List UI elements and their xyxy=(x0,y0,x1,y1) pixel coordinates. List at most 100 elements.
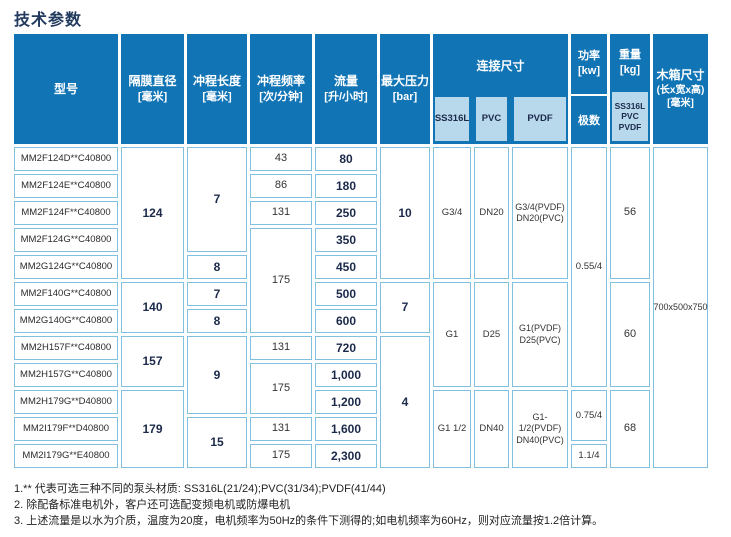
header-max-pressure: 最大压力 [bar] xyxy=(380,34,430,144)
cell-freq-2: 86 xyxy=(250,174,312,198)
header-flow-line1: 流量 xyxy=(333,74,358,89)
cell-flow-6: 500 xyxy=(315,282,377,306)
header-diaphragm-line1: 隔膜直径 xyxy=(128,74,177,89)
header-conn-ss316l: SS316L xyxy=(435,97,469,141)
header-pressure-line1: 最大压力 xyxy=(380,74,429,89)
cell-pvdf-1: G3/4(PVDF) DN20(PVC) xyxy=(512,147,568,279)
header-weight-pvdf: PVDF xyxy=(618,121,642,132)
cell-stroke-4: 8 xyxy=(187,309,247,333)
footnote-3: 3. 上述流量是以水为介质，温度为20度，电机频率为50Hz的条件下测得的;如电… xyxy=(14,515,604,527)
header-box-size: 木箱尺寸 (长x宽x高) [毫米] xyxy=(653,34,708,144)
header-weight-line2: [kg] xyxy=(619,64,641,76)
cell-pvdf-3-line2: DN40(PVC) xyxy=(516,434,564,445)
cell-flow-9: 1,000 xyxy=(315,363,377,387)
header-pressure-line2: [bar] xyxy=(392,90,418,103)
cell-pvdf-1-line1: G3/4(PVDF) xyxy=(515,201,565,212)
header-weight: 重量 [kg] SS316L PVC PVDF xyxy=(610,34,650,144)
spec-table: 型号 隔膜直径 [毫米] 冲程长度 [毫米] 冲程频率 [次/分钟] 流量 [升… xyxy=(14,34,711,468)
header-flow: 流量 [升/小时] xyxy=(315,34,377,144)
header-weight-ss316l: SS316L xyxy=(614,100,646,111)
cell-freq-8: 175 xyxy=(250,444,312,468)
cell-pressure-7: 7 xyxy=(380,282,430,333)
header-power-line1: 功率 xyxy=(578,50,600,63)
header-frequency-line1: 冲程频率 xyxy=(256,74,305,89)
cell-model-5: MM2G124G**C40800 xyxy=(14,255,118,279)
cell-weight-68: 68 xyxy=(610,390,650,468)
header-diaphragm-line2: [毫米] xyxy=(137,90,168,103)
cell-pressure-10: 10 xyxy=(380,147,430,279)
cell-stroke-2: 8 xyxy=(187,255,247,279)
cell-stroke-5: 9 xyxy=(187,336,247,414)
cell-stroke-6: 15 xyxy=(187,417,247,468)
cell-flow-3: 250 xyxy=(315,201,377,225)
header-connection-label: 连接尺寸 xyxy=(476,59,525,73)
header-weight-pvc: PVC xyxy=(621,111,639,122)
header-connection-materials: SS316L PVC PVDF xyxy=(433,97,568,144)
cell-pvdf-2-line2: D25(PVC) xyxy=(519,334,561,345)
cell-flow-12: 2,300 xyxy=(315,444,377,468)
cell-model-9: MM2H157G**C40800 xyxy=(14,363,118,387)
cell-model-10: MM2H179G**D40800 xyxy=(14,390,118,414)
header-power-line2: [kw] xyxy=(578,65,600,77)
cell-flow-1: 80 xyxy=(315,147,377,171)
cell-model-12: MM2I179G**E40800 xyxy=(14,444,118,468)
cell-ss316l-3: G1 1/2 xyxy=(433,390,471,468)
header-conn-pvdf: PVDF xyxy=(514,97,566,141)
cell-flow-7: 600 xyxy=(315,309,377,333)
header-power: 功率 [kw] 极数 xyxy=(571,34,607,144)
cell-model-7: MM2G140G**C40800 xyxy=(14,309,118,333)
header-weight-materials: SS316L PVC PVDF xyxy=(612,92,648,141)
header-stroke-frequency: 冲程频率 [次/分钟] xyxy=(250,34,312,144)
cell-ss316l-2: G1 xyxy=(433,282,471,387)
cell-ss316l-1: G3/4 xyxy=(433,147,471,279)
header-stroke-length: 冲程长度 [毫米] xyxy=(187,34,247,144)
header-poles-label: 极数 xyxy=(578,115,600,127)
header-stroke-line2: [毫米] xyxy=(202,90,232,103)
cell-pvc-3: DN40 xyxy=(474,390,509,468)
header-weight-line1: 重量 xyxy=(619,49,641,62)
cell-freq-1: 43 xyxy=(250,147,312,171)
cell-pvdf-2-line1: G1(PVDF) xyxy=(518,323,561,334)
cell-stroke-1: 7 xyxy=(187,147,247,252)
cell-flow-8: 720 xyxy=(315,336,377,360)
header-frequency-line2: [次/分钟] xyxy=(259,90,303,103)
cell-model-4: MM2F124G**C40800 xyxy=(14,228,118,252)
cell-freq-5: 131 xyxy=(250,336,312,360)
header-diaphragm: 隔膜直径 [毫米] xyxy=(121,34,184,144)
page-title: 技术参数 xyxy=(14,12,83,29)
header-stroke-line1: 冲程长度 xyxy=(192,74,241,89)
header-model: 型号 xyxy=(14,34,118,144)
header-conn-pvc: PVC xyxy=(476,97,507,141)
cell-model-8: MM2H157F**C40800 xyxy=(14,336,118,360)
cell-freq-4: 175 xyxy=(250,228,312,333)
footnote-1: 1.** 代表可选三种不同的泵头材质: SS316L(21/24);PVC(31… xyxy=(14,483,386,495)
cell-flow-4: 350 xyxy=(315,228,377,252)
cell-pvc-2: D25 xyxy=(474,282,509,387)
cell-freq-7: 131 xyxy=(250,417,312,441)
header-power-divider xyxy=(571,94,607,96)
cell-pvdf-3: G1-1/2(PVDF) DN40(PVC) xyxy=(512,390,568,468)
header-box-line3: [毫米] xyxy=(667,98,694,110)
cell-flow-2: 180 xyxy=(315,174,377,198)
cell-diameter-157: 157 xyxy=(121,336,184,387)
cell-pvc-1: DN20 xyxy=(474,147,509,279)
cell-weight-56: 56 xyxy=(610,147,650,279)
cell-diameter-124: 124 xyxy=(121,147,184,279)
cell-weight-60: 60 xyxy=(610,282,650,387)
cell-flow-5: 450 xyxy=(315,255,377,279)
cell-power-1: 0.55/4 xyxy=(571,147,607,387)
header-model-label: 型号 xyxy=(53,81,78,96)
cell-flow-11: 1,600 xyxy=(315,417,377,441)
cell-power-3: 1.1/4 xyxy=(571,444,607,468)
header-connection-size: 连接尺寸 SS316L PVC PVDF xyxy=(433,34,568,144)
cell-freq-6: 175 xyxy=(250,363,312,414)
footnote-2: 2. 除配备标准电机外，客户还可选配变频电机或防爆电机 xyxy=(14,499,291,511)
cell-model-3: MM2F124F**C40800 xyxy=(14,201,118,225)
cell-diameter-140: 140 xyxy=(121,282,184,333)
cell-power-2: 0.75/4 xyxy=(571,390,607,441)
cell-pvdf-3-line1: G1-1/2(PVDF) xyxy=(518,412,562,434)
header-box-line1: 木箱尺寸 xyxy=(656,68,705,83)
footnotes: 1.** 代表可选三种不同的泵头材质: SS316L(21/24);PVC(31… xyxy=(14,481,724,529)
cell-stroke-3: 7 xyxy=(187,282,247,306)
header-flow-line2: [升/小时] xyxy=(324,90,368,103)
